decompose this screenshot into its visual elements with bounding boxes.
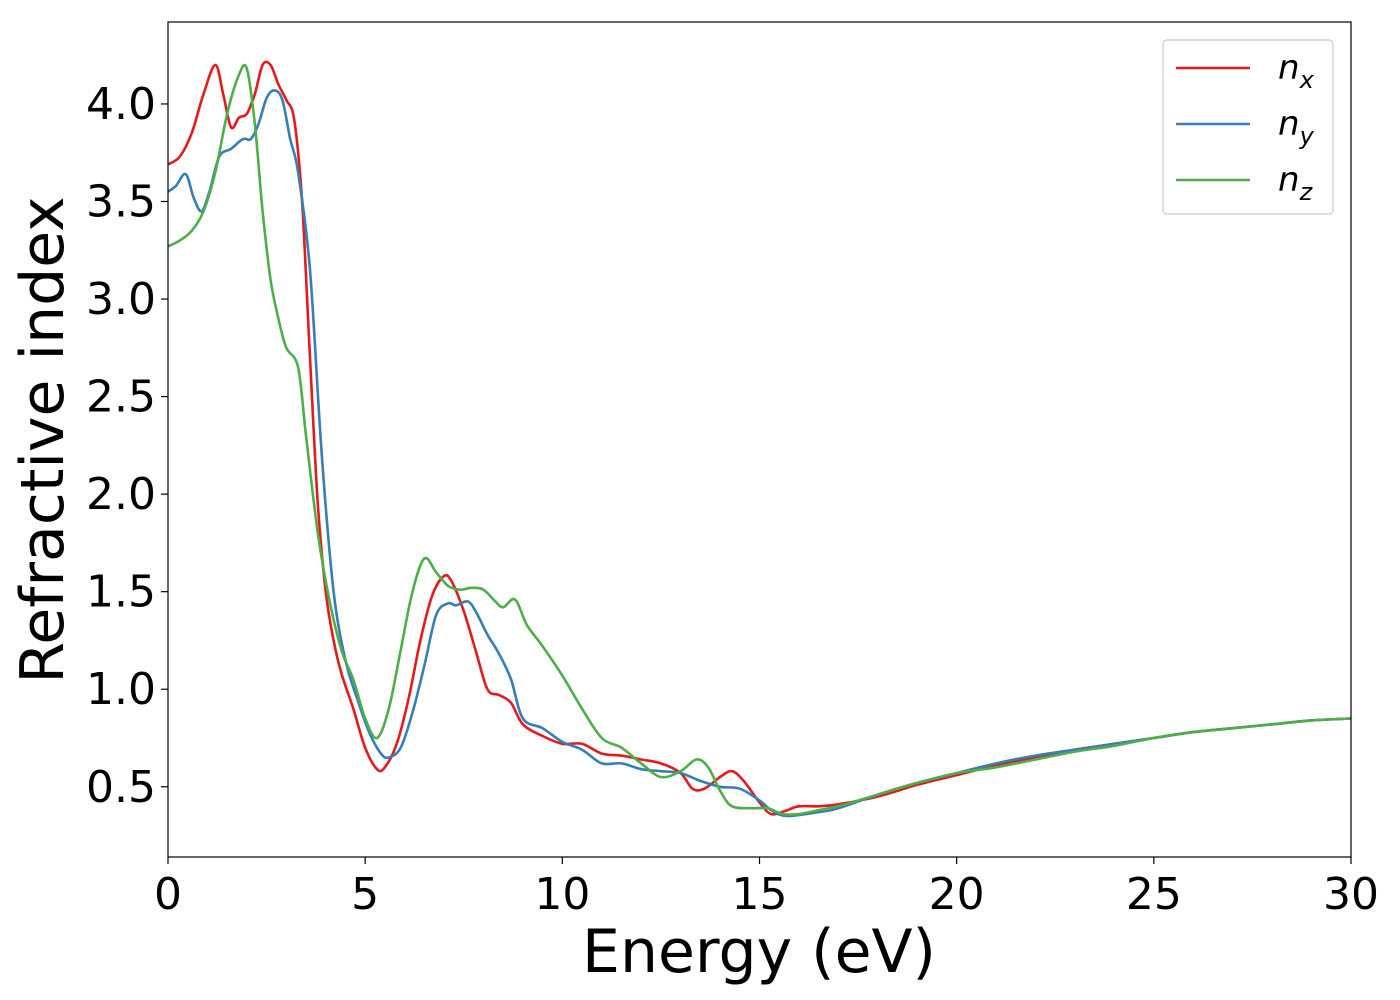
x-tick-label: 5	[351, 869, 379, 920]
y-tick-label: 0.5	[86, 762, 156, 813]
legend-box	[1162, 39, 1334, 215]
x-tick-label: 0	[154, 869, 182, 920]
x-tick-label: 15	[732, 869, 788, 920]
y-tick-label: 2.0	[86, 469, 156, 520]
x-axis-title: Energy (eV)	[582, 917, 936, 987]
y-tick-label: 3.0	[86, 274, 156, 325]
x-tick-label: 20	[929, 869, 985, 920]
series-layer	[168, 60, 1351, 818]
x-tick-label: 30	[1323, 869, 1379, 920]
y-tick-label: 2.5	[86, 372, 156, 423]
x-tick-label: 10	[534, 869, 590, 920]
y-axis-title: Refractive index	[8, 196, 78, 683]
y-tick-label: 4.0	[86, 79, 156, 130]
x-axis: 0 5 10 15 20 25 30	[154, 857, 1379, 920]
series-line-z	[168, 63, 1351, 816]
x-tick-label: 25	[1126, 869, 1182, 920]
y-tick-label: 3.5	[86, 176, 156, 227]
y-tick-label: 1.5	[86, 567, 156, 618]
y-axis: 0.5 1.0 1.5 2.0 2.5 3.0 3.5 4.0	[86, 79, 168, 813]
y-tick-label: 1.0	[86, 664, 156, 715]
series-line-x	[168, 60, 1351, 816]
